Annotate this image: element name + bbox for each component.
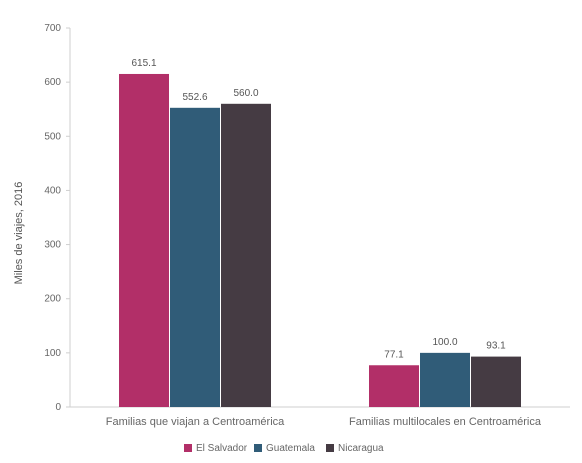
y-tick-label: 700 [44,23,61,34]
legend-label: El Salvador [196,443,248,454]
bar [369,365,419,407]
y-tick-label: 500 [44,131,61,142]
data-label: 100.0 [432,337,457,348]
data-label: 93.1 [486,341,506,352]
bars-layer [119,73,521,408]
y-tick-label: 400 [44,185,61,196]
data-label: 552.6 [182,92,207,103]
y-axis-title: Miles de viajes, 2016 [13,182,25,285]
bar [119,73,169,407]
x-category-label: Familias multilocales en Centroamérica [349,416,542,428]
data-label: 615.1 [131,58,156,69]
legend: El Salvador Guatemala Nicaragua [184,443,384,454]
y-tick-label: 0 [55,402,61,413]
y-tick-label: 600 [44,77,61,88]
labels-layer: 615.1 552.6 560.0 77.1 100.0 93.1 [131,58,506,360]
legend-swatch [254,444,262,452]
x-category-label: Familias que viajan a Centroamérica [106,416,285,428]
bar [221,103,271,408]
y-tick-label: 100 [44,348,61,359]
bar [170,107,220,407]
data-label: 560.0 [233,88,258,99]
legend-swatch [184,444,192,452]
legend-label: Nicaragua [338,443,384,454]
data-label: 77.1 [384,349,404,360]
bar [471,356,521,407]
axes-layer: 0 100 200 300 400 500 600 700 Familias que viaja… [44,23,570,428]
bar [420,352,470,407]
legend-label: Guatemala [266,443,315,454]
y-tick-label: 200 [44,294,61,305]
y-tick-label: 300 [44,240,61,251]
legend-swatch [326,444,334,452]
